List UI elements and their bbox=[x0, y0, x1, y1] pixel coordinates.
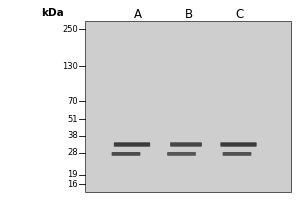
Text: 28: 28 bbox=[67, 148, 78, 157]
Text: 51: 51 bbox=[67, 115, 78, 124]
Text: 250: 250 bbox=[62, 25, 78, 34]
Text: 38: 38 bbox=[67, 131, 78, 140]
FancyBboxPatch shape bbox=[170, 142, 202, 147]
Text: C: C bbox=[236, 7, 244, 21]
Text: 70: 70 bbox=[67, 97, 78, 106]
FancyBboxPatch shape bbox=[114, 142, 150, 147]
FancyBboxPatch shape bbox=[112, 152, 140, 156]
Text: kDa: kDa bbox=[41, 8, 64, 18]
Text: A: A bbox=[134, 7, 142, 21]
Text: 16: 16 bbox=[67, 180, 78, 189]
Bar bbox=[85, 21, 291, 192]
FancyBboxPatch shape bbox=[223, 152, 251, 156]
Text: 19: 19 bbox=[67, 170, 78, 179]
FancyBboxPatch shape bbox=[167, 152, 196, 156]
Text: B: B bbox=[185, 7, 193, 21]
FancyBboxPatch shape bbox=[220, 142, 257, 147]
Text: 130: 130 bbox=[62, 62, 78, 71]
